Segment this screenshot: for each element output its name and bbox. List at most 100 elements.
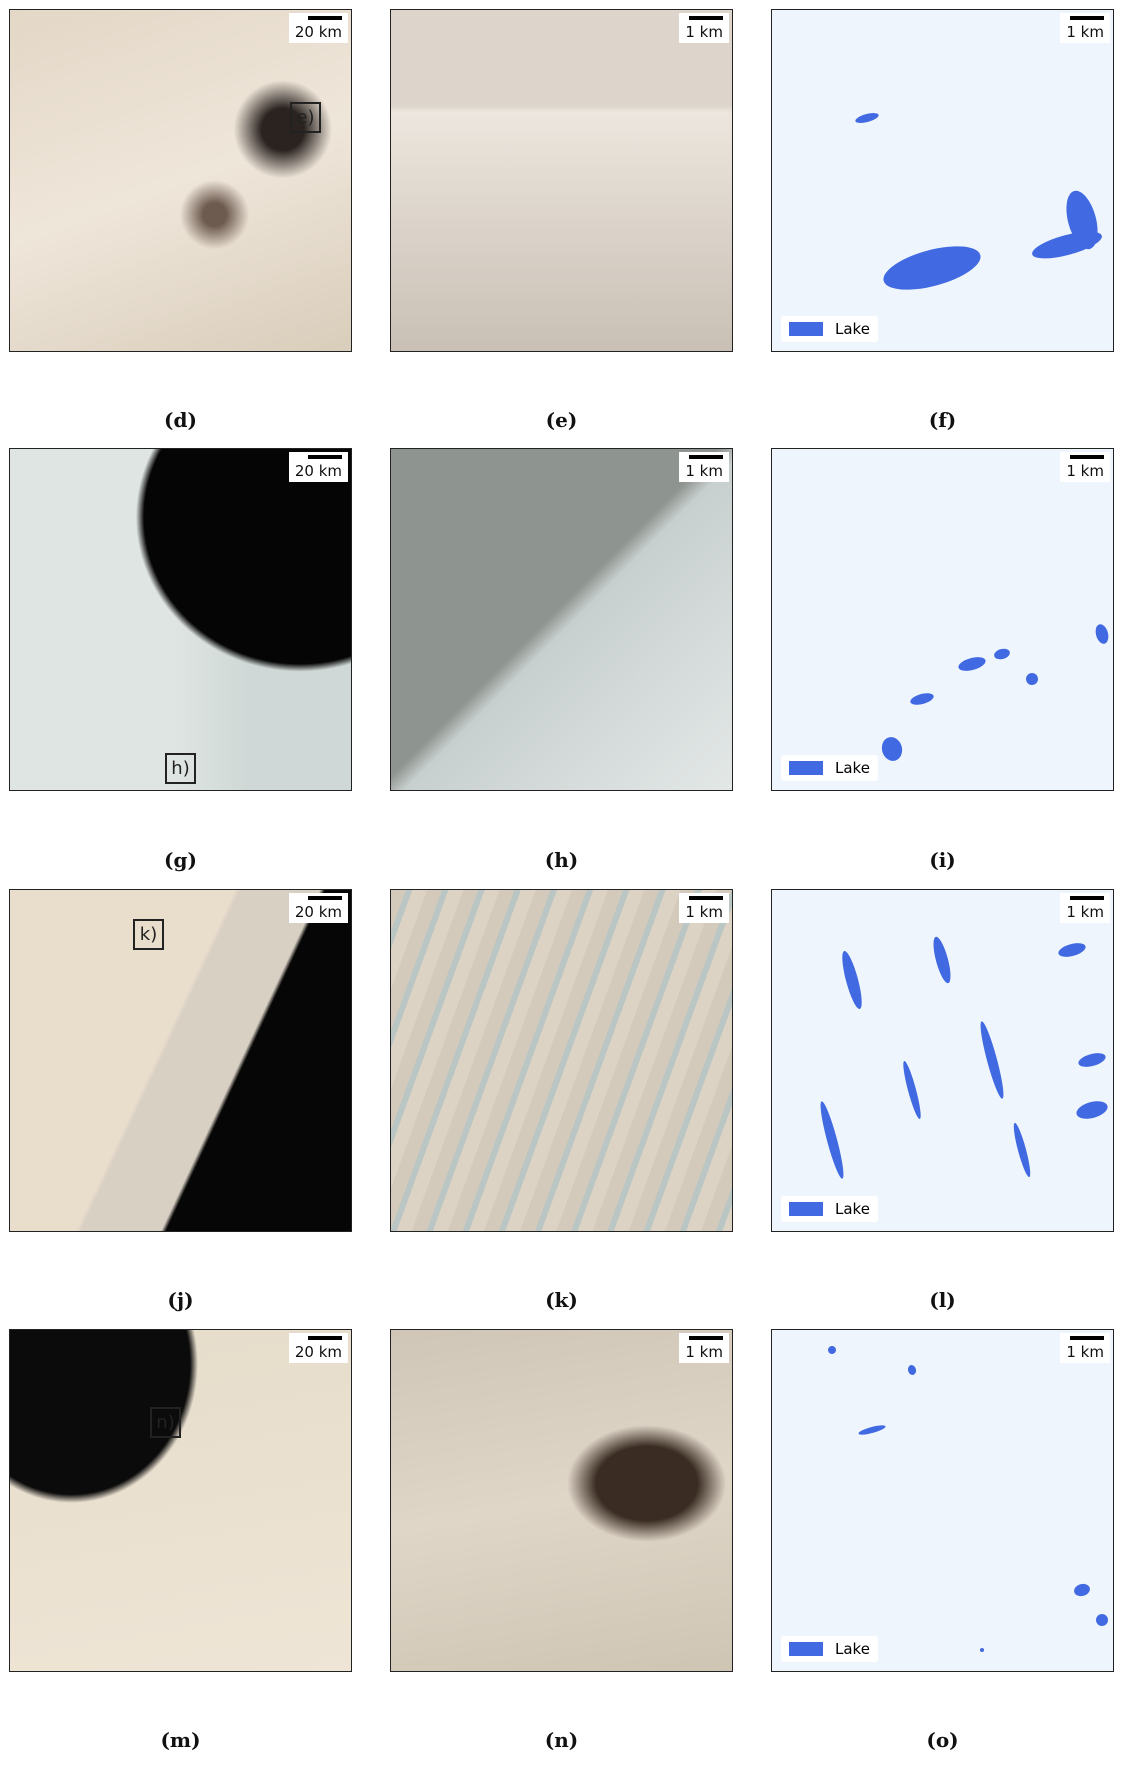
lake-mask	[772, 1330, 1114, 1672]
caption: (k)	[390, 1288, 733, 1312]
scale-line	[1070, 1336, 1104, 1340]
inset-box: n)	[150, 1407, 181, 1438]
image-panel: 20 km h)	[9, 448, 352, 791]
caption: (j)	[9, 1288, 352, 1312]
inset-box: h)	[165, 753, 196, 784]
scale-label: 1 km	[1066, 903, 1104, 921]
caption: (e)	[390, 408, 733, 432]
legend: Lake	[781, 316, 878, 342]
legend-swatch	[789, 761, 823, 775]
scale-label: 20 km	[295, 903, 342, 921]
lake	[1074, 1098, 1109, 1122]
scale-label: 1 km	[1066, 23, 1104, 41]
legend-label: Lake	[835, 1640, 870, 1658]
lake	[858, 1423, 887, 1436]
scale-line	[689, 1336, 723, 1340]
lake	[1057, 941, 1087, 960]
lake	[957, 655, 987, 674]
caption: (d)	[9, 408, 352, 432]
image-panel: 20 km e)	[9, 9, 352, 352]
scale-label: 20 km	[295, 462, 342, 480]
scale-label: 20 km	[295, 1343, 342, 1361]
lake	[1011, 1122, 1033, 1178]
legend: Lake	[781, 1196, 878, 1222]
scale-label: 1 km	[1066, 462, 1104, 480]
image-panel: 1 km	[390, 448, 733, 791]
scale-line	[689, 896, 723, 900]
scale-label: 1 km	[685, 23, 723, 41]
image-panel: 1 km	[390, 889, 733, 1232]
scale-line	[1070, 16, 1104, 20]
figure: (() => { const data = JSON.parse(documen…	[0, 0, 1121, 1766]
scale-bar: 20 km	[289, 452, 348, 482]
inset-box: k)	[133, 919, 164, 950]
lake	[900, 1060, 923, 1120]
scale-line	[308, 1336, 342, 1340]
image-panel: 1 km Lake	[771, 448, 1114, 791]
scale-bar: 1 km	[679, 1333, 729, 1363]
scale-line	[689, 16, 723, 20]
legend-label: Lake	[835, 759, 870, 777]
caption: (n)	[390, 1728, 733, 1752]
legend-swatch	[789, 1642, 823, 1656]
scale-line	[689, 455, 723, 459]
scale-label: 20 km	[295, 23, 342, 41]
image-panel: 1 km	[390, 1329, 733, 1672]
legend-label: Lake	[835, 1200, 870, 1218]
lake-mask	[772, 10, 1114, 352]
caption: (m)	[9, 1728, 352, 1752]
lake	[907, 1364, 917, 1376]
scale-line	[308, 16, 342, 20]
lake	[817, 1100, 847, 1180]
lake	[980, 1648, 985, 1653]
image-panel: 1 km Lake	[771, 889, 1114, 1232]
scale-label: 1 km	[685, 1343, 723, 1361]
caption: (i)	[771, 848, 1114, 872]
image-panel: 1 km Lake	[771, 9, 1114, 352]
image-panel: 1 km	[390, 9, 733, 352]
lake	[1073, 1582, 1092, 1598]
lake	[879, 735, 905, 763]
scale-bar: 20 km	[289, 13, 348, 43]
lake-mask	[772, 890, 1114, 1232]
scale-line	[1070, 896, 1104, 900]
scale-bar: 1 km	[1060, 13, 1110, 43]
image-panel: 20 km n)	[9, 1329, 352, 1672]
inset-box: e)	[290, 102, 321, 133]
scale-bar: 1 km	[679, 893, 729, 923]
caption: (l)	[771, 1288, 1114, 1312]
scale-line	[308, 896, 342, 900]
lake	[854, 111, 879, 125]
scale-bar: 20 km	[289, 1333, 348, 1363]
caption: (h)	[390, 848, 733, 872]
legend-swatch	[789, 1202, 823, 1216]
image-panel: 20 km k)	[9, 889, 352, 1232]
legend: Lake	[781, 1636, 878, 1662]
scale-bar: 1 km	[1060, 1333, 1110, 1363]
lake	[993, 647, 1011, 661]
scale-line	[308, 455, 342, 459]
scale-bar: 1 km	[1060, 452, 1110, 482]
scale-bar: 1 km	[679, 452, 729, 482]
legend: Lake	[781, 755, 878, 781]
lake	[1094, 623, 1111, 645]
scale-bar: 20 km	[289, 893, 348, 923]
lake	[930, 935, 954, 984]
lake-mask	[772, 449, 1114, 791]
caption: (o)	[771, 1728, 1114, 1752]
scale-label: 1 km	[1066, 1343, 1104, 1361]
scale-line	[1070, 455, 1104, 459]
lake	[909, 691, 935, 707]
lake	[977, 1020, 1007, 1100]
scale-label: 1 km	[685, 903, 723, 921]
image-panel: 1 km Lake	[771, 1329, 1114, 1672]
lake	[827, 1345, 837, 1355]
lake	[1095, 1613, 1110, 1628]
lake	[1077, 1051, 1107, 1070]
legend-label: Lake	[835, 320, 870, 338]
legend-swatch	[789, 322, 823, 336]
caption: (f)	[771, 408, 1114, 432]
lake	[879, 238, 985, 299]
lake	[1025, 672, 1040, 687]
caption: (g)	[9, 848, 352, 872]
